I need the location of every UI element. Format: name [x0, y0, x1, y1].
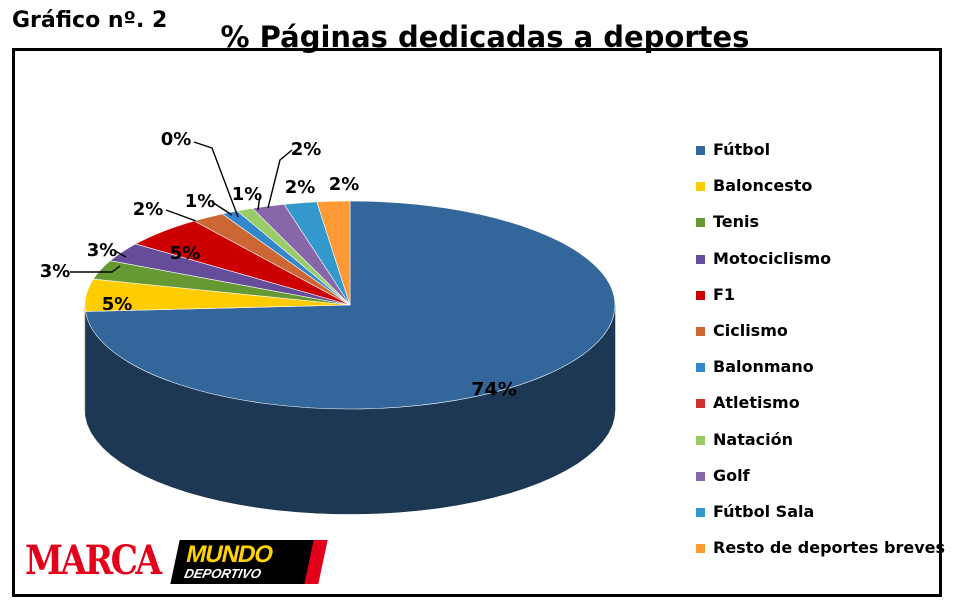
- legend-swatch: [696, 146, 705, 155]
- legend-label: Ciclismo: [713, 321, 788, 340]
- pie-slice-11: [316, 200, 351, 306]
- leader-line-3: [114, 250, 127, 258]
- data-label-2: 3%: [40, 261, 71, 282]
- legend-label: Atletismo: [713, 393, 800, 413]
- logos: MARCA MUNDO DEPORTIVO: [25, 537, 328, 584]
- leader-line-8: [257, 194, 261, 211]
- pie-side-1: [84, 305, 86, 417]
- data-label-10: 2%: [285, 177, 316, 198]
- legend-label: F1: [713, 284, 736, 304]
- data-label-3: 3%: [87, 240, 118, 261]
- legend-label: Baloncesto: [713, 176, 813, 196]
- data-label-0: 74%: [471, 379, 516, 401]
- marca-logo: MARCA: [25, 537, 162, 584]
- legend-swatch: [696, 435, 705, 445]
- data-label-7: 0%: [161, 129, 192, 150]
- leader-line-9: [267, 149, 293, 209]
- data-label-5: 2%: [133, 199, 164, 220]
- figure-label: Gráfico nº. 2: [12, 8, 168, 33]
- legend-swatch: [696, 254, 705, 264]
- legend-swatch: [696, 508, 705, 517]
- legend-swatch: [696, 471, 705, 481]
- legend-swatch: [696, 218, 705, 228]
- leader-line-5: [165, 209, 197, 222]
- chart-title: % Páginas dedicadas a deportes: [220, 20, 750, 54]
- data-label-9: 2%: [291, 139, 322, 160]
- legend-label: Golf: [713, 465, 750, 485]
- legend-label: Balonmano: [713, 357, 814, 377]
- leader-line-6: [211, 201, 233, 216]
- legend-label: Tenis: [713, 212, 760, 232]
- data-label-6: 1%: [185, 191, 216, 212]
- legend-label: Fútbol: [713, 140, 771, 159]
- data-label-8: 1%: [232, 184, 263, 205]
- legend-swatch: [696, 290, 705, 300]
- legend-swatch: [696, 327, 705, 336]
- legend-label: Motociclismo: [713, 248, 832, 268]
- leader-line-7: [193, 141, 239, 218]
- legend-label: Resto de deportes breves: [713, 538, 946, 558]
- mundo-deportivo-logo: MUNDO DEPORTIVO: [170, 540, 328, 584]
- legend-swatch: [696, 182, 705, 192]
- data-label-11: 2%: [329, 174, 360, 195]
- legend-label: Fútbol Sala: [713, 502, 815, 521]
- legend-swatch: [696, 363, 705, 373]
- legend-swatch: [696, 544, 705, 554]
- legend-label: Natación: [713, 429, 793, 449]
- data-label-4: 5%: [170, 243, 201, 264]
- leader-line-2: [70, 265, 121, 273]
- data-label-1: 5%: [102, 294, 133, 315]
- legend-swatch: [696, 399, 705, 409]
